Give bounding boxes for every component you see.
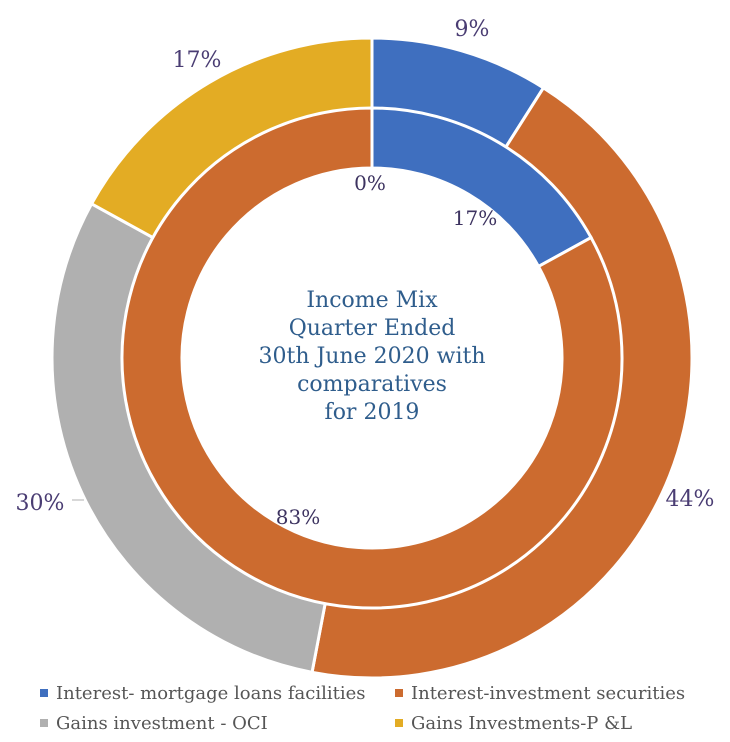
legend-row: Interest- mortgage loans facilities Inte… <box>40 678 730 708</box>
outer-label-investment-securities: 44% <box>666 487 715 512</box>
legend-item-oci: Gains investment - OCI <box>40 713 395 734</box>
legend-swatch-mortgage <box>40 689 48 697</box>
legend-label-pl: Gains Investments-P &L <box>411 712 633 734</box>
legend-label-investment-securities: Interest-investment securities <box>411 682 686 704</box>
chart-title-line-1: Income Mix <box>306 288 438 313</box>
chart-title-line-2: Quarter Ended <box>289 316 456 341</box>
outer-label-oci: 30% <box>16 491 65 516</box>
inner-label-oci: 0% <box>354 171 386 195</box>
outer-ring <box>50 36 694 680</box>
legend-item-pl: Gains Investments-P &L <box>395 713 632 734</box>
legend-label-oci: Gains investment - OCI <box>56 712 268 734</box>
chart-legend: Interest- mortgage loans facilities Inte… <box>40 678 730 738</box>
inner-label-mortgage: 17% <box>453 206 497 230</box>
legend-row: Gains investment - OCI Gains Investments… <box>40 708 730 738</box>
legend-swatch-investment-securities <box>395 689 403 697</box>
data-labels: 9% 44% 30% 17% 17% 83% 0% <box>16 17 715 529</box>
inner-label-investment-securities: 83% <box>276 505 320 529</box>
legend-item-mortgage: Interest- mortgage loans facilities <box>40 683 395 704</box>
legend-swatch-oci <box>40 719 48 727</box>
legend-swatch-pl <box>395 719 403 727</box>
chart-title-line-5: for 2019 <box>325 400 420 425</box>
chart-title-line-3: 30th June 2020 with <box>258 344 485 369</box>
outer-label-pl: 17% <box>173 48 222 73</box>
outer-label-mortgage: 9% <box>455 17 490 42</box>
legend-label-mortgage: Interest- mortgage loans facilities <box>56 682 366 704</box>
legend-item-investment-securities: Interest-investment securities <box>395 683 685 704</box>
inner-slice-interest-investment-securities <box>120 106 624 610</box>
inner-ring <box>120 106 624 610</box>
chart-title-line-4: comparatives <box>297 372 447 397</box>
